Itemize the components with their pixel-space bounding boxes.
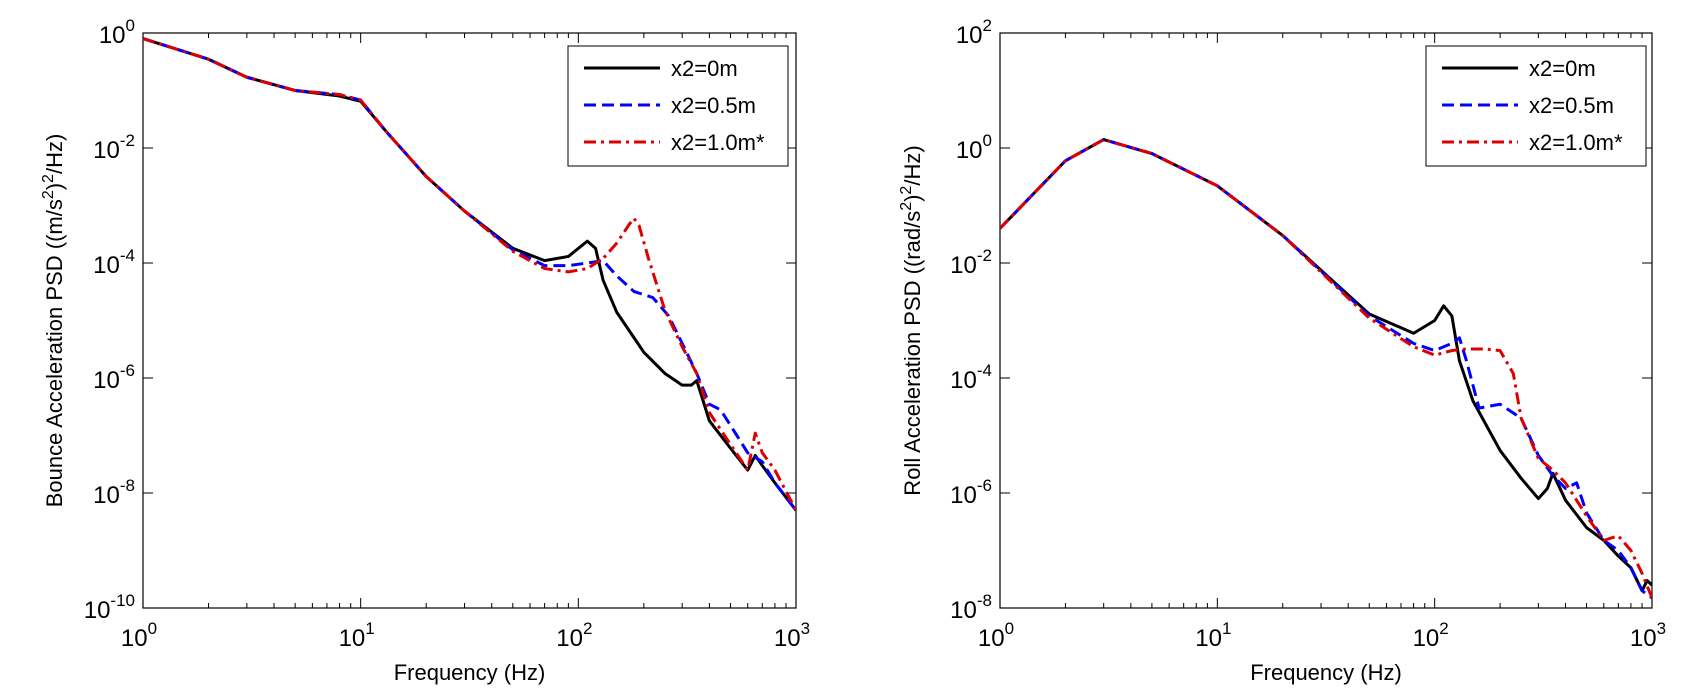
y-axis-title-superscript: 2 <box>898 186 915 195</box>
legend: x2=0m x2=0.5m x2=1.0m* <box>567 45 789 167</box>
y-tick-label: 100 <box>99 16 135 49</box>
y-tick-label-base: 10 <box>84 597 111 624</box>
y-tick-label-exponent: 0 <box>983 131 992 150</box>
x-tick-label: 101 <box>1195 619 1231 652</box>
x-tick-label: 100 <box>121 619 157 652</box>
x-tick-label-base: 10 <box>556 625 583 652</box>
y-axis-title-text: /Hz) <box>42 134 67 174</box>
x-tick-label-base: 10 <box>121 625 148 652</box>
y-tick-label-exponent: -8 <box>977 591 992 610</box>
y-tick-label-exponent: -4 <box>977 361 992 380</box>
x-tick-label-exponent: 0 <box>148 619 157 638</box>
y-tick-label: 10-4 <box>950 361 992 394</box>
x-tick-label-exponent: 3 <box>1657 619 1666 638</box>
y-axis-title-text: /Hz) <box>900 145 925 185</box>
y-axis-title-text: ) <box>42 183 67 190</box>
y-tick-label-base: 10 <box>99 22 126 49</box>
y-tick-label-exponent: -4 <box>120 246 135 265</box>
y-tick-label-base: 10 <box>950 482 977 509</box>
x-tick-label-exponent: 3 <box>801 619 810 638</box>
x-tick-label: 100 <box>978 619 1014 652</box>
y-tick-label: 10-2 <box>93 131 135 164</box>
y-tick-label-exponent: 0 <box>126 16 135 35</box>
y-axis-title-text: Roll Acceleration PSD ((rad/s <box>900 211 925 496</box>
plot-area-frame <box>999 32 1653 609</box>
y-axis-title: Bounce Acceleration PSD ((m/s2)2/Hz) <box>40 134 67 508</box>
x-tick-label-base: 10 <box>1413 625 1440 652</box>
series-line-x2-0m <box>1000 138 1652 593</box>
chart-panel-2: 100 101 102 10310210010-210-410-610-8Freque… <box>898 16 1666 685</box>
x-tick-label: 102 <box>1413 619 1449 652</box>
x-tick-label-base: 10 <box>339 625 366 652</box>
x-tick-label-base: 10 <box>1195 625 1222 652</box>
y-axis-title-superscript: 2 <box>898 202 915 211</box>
x-tick-label: 103 <box>774 619 810 652</box>
y-axis-title-text: Bounce Acceleration PSD ((m/s <box>42 199 67 507</box>
chart-panel-1: 100 101 102 10310010-210-410-610-810-10Freq… <box>40 16 810 685</box>
y-tick-label-base: 10 <box>956 137 983 164</box>
x-axis-title: Frequency (Hz) <box>394 660 546 685</box>
x-tick-label-exponent: 1 <box>365 619 374 638</box>
x-tick-label: 102 <box>556 619 592 652</box>
legend-label: x2=0.5m <box>671 93 756 118</box>
y-tick-label-exponent: -6 <box>977 476 992 495</box>
y-tick-label: 10-8 <box>950 591 992 624</box>
legend: x2=0m x2=0.5m x2=1.0m* <box>1425 45 1647 167</box>
y-tick-label-exponent: -8 <box>120 476 135 495</box>
y-tick-label-exponent: -2 <box>120 131 135 150</box>
y-axis-title-text: ) <box>900 195 925 202</box>
y-tick-label-base: 10 <box>950 252 977 279</box>
legend-label: x2=0m <box>1529 56 1596 81</box>
x-tick-label-exponent: 2 <box>583 619 592 638</box>
y-tick-label-exponent: 2 <box>983 16 992 35</box>
x-axis-title: Frequency (Hz) <box>1250 660 1402 685</box>
y-axis-title-superscript: 2 <box>40 174 57 183</box>
x-tick-label-base: 10 <box>774 625 801 652</box>
y-tick-label: 10-6 <box>950 476 992 509</box>
y-tick-label: 102 <box>956 16 992 49</box>
y-axis-title: Roll Acceleration PSD ((rad/s2)2/Hz) <box>898 145 925 495</box>
y-axis-title-superscript: 2 <box>40 190 57 199</box>
y-tick-label-base: 10 <box>93 252 120 279</box>
legend-label: x2=0.5m <box>1529 93 1614 118</box>
legend-label: x2=1.0m* <box>1529 130 1623 155</box>
series-line-x2-0-5m <box>1000 138 1652 600</box>
y-tick-label: 100 <box>956 131 992 164</box>
x-tick-label-exponent: 2 <box>1439 619 1448 638</box>
y-tick-label-base: 10 <box>93 367 120 394</box>
series-line-x2-0-5m <box>143 37 796 512</box>
y-tick-label-base: 10 <box>950 367 977 394</box>
plot-area-frame <box>142 32 797 609</box>
y-tick-label: 10-2 <box>950 246 992 279</box>
y-tick-label-base: 10 <box>950 597 977 624</box>
y-tick-label-base: 10 <box>956 22 983 49</box>
legend-label: x2=1.0m* <box>671 130 765 155</box>
y-tick-label-base: 10 <box>93 137 120 164</box>
x-tick-label: 103 <box>1630 619 1666 652</box>
legend-label: x2=0m <box>671 56 738 81</box>
y-tick-label: 10-8 <box>93 476 135 509</box>
y-tick-label-base: 10 <box>93 482 120 509</box>
x-tick-label-base: 10 <box>1630 625 1657 652</box>
y-tick-label: 10-6 <box>93 361 135 394</box>
y-tick-label-exponent: -2 <box>977 246 992 265</box>
series-line-x2-1-0m- <box>143 37 796 512</box>
y-tick-label-exponent: -6 <box>120 361 135 380</box>
series-line-x2-1-0m- <box>1000 138 1652 599</box>
x-tick-label-base: 10 <box>978 625 1005 652</box>
x-tick-label: 101 <box>339 619 375 652</box>
x-tick-label-exponent: 0 <box>1005 619 1014 638</box>
y-tick-label: 10-4 <box>93 246 135 279</box>
y-tick-label: 10-10 <box>84 591 135 624</box>
y-tick-label-exponent: -10 <box>110 591 135 610</box>
x-tick-label-exponent: 1 <box>1222 619 1231 638</box>
